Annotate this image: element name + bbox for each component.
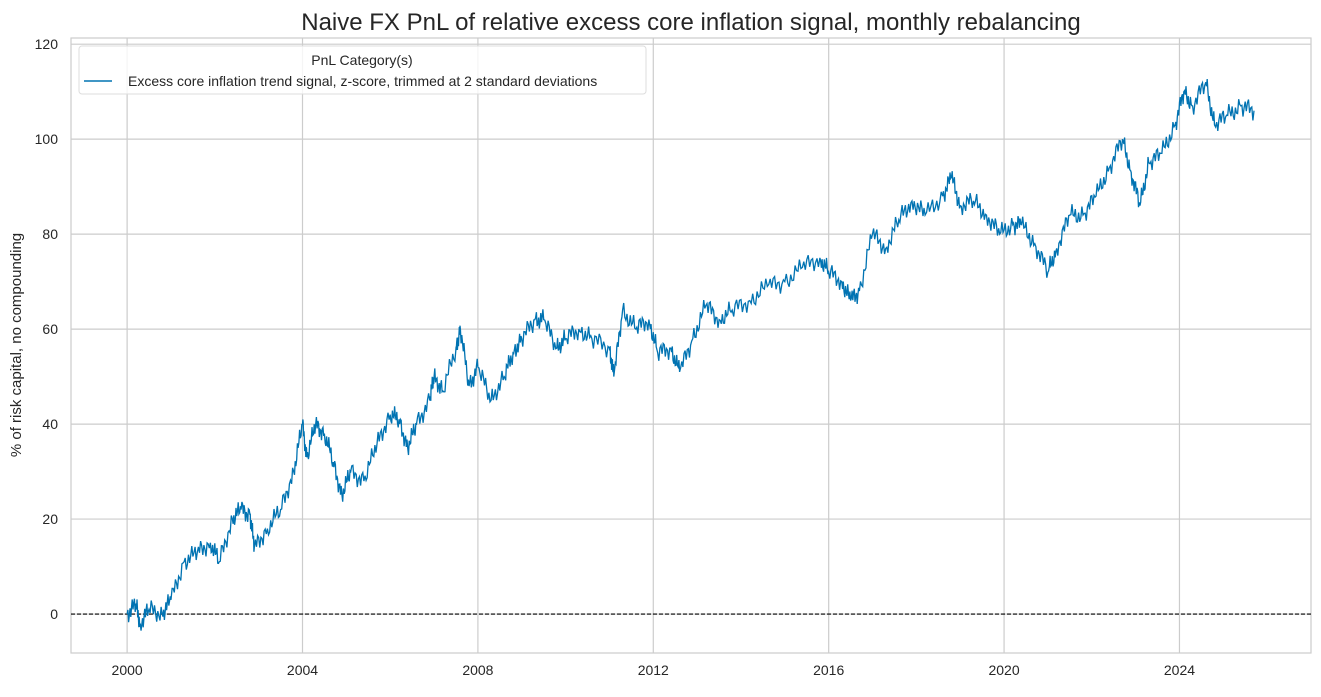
y-tick-label: 80 <box>42 226 58 242</box>
series-line <box>126 79 1255 631</box>
y-axis-label: % of risk capital, no compounding <box>8 233 25 457</box>
y-tick-label: 60 <box>42 321 58 337</box>
legend-entry: Excess core inflation trend signal, z-sc… <box>128 73 597 89</box>
x-tick-label: 2024 <box>1164 662 1195 678</box>
y-tick-label: 40 <box>42 416 58 432</box>
x-tick-label: 2004 <box>287 662 318 678</box>
x-axis: 2000 2004 2008 2012 2016 2020 2024 <box>112 662 1196 678</box>
grid <box>71 38 1311 653</box>
legend-title: PnL Category(s) <box>311 52 412 68</box>
chart-title: Naive FX PnL of relative excess core inf… <box>301 9 1081 36</box>
plot-frame <box>70 37 1312 654</box>
y-tick-label: 120 <box>35 36 59 52</box>
y-axis: 0 20 40 60 80 100 120 <box>35 36 59 622</box>
x-tick-label: 2012 <box>638 662 669 678</box>
x-tick-label: 2008 <box>462 662 493 678</box>
x-tick-label: 2020 <box>988 662 1019 678</box>
x-tick-label: 2016 <box>813 662 844 678</box>
y-tick-label: 0 <box>50 606 58 622</box>
legend: PnL Category(s) Excess core inflation tr… <box>78 45 647 95</box>
y-tick-label: 20 <box>42 511 58 527</box>
x-tick-label: 2000 <box>112 662 143 678</box>
y-tick-label: 100 <box>35 131 59 147</box>
legend-box <box>78 45 647 95</box>
